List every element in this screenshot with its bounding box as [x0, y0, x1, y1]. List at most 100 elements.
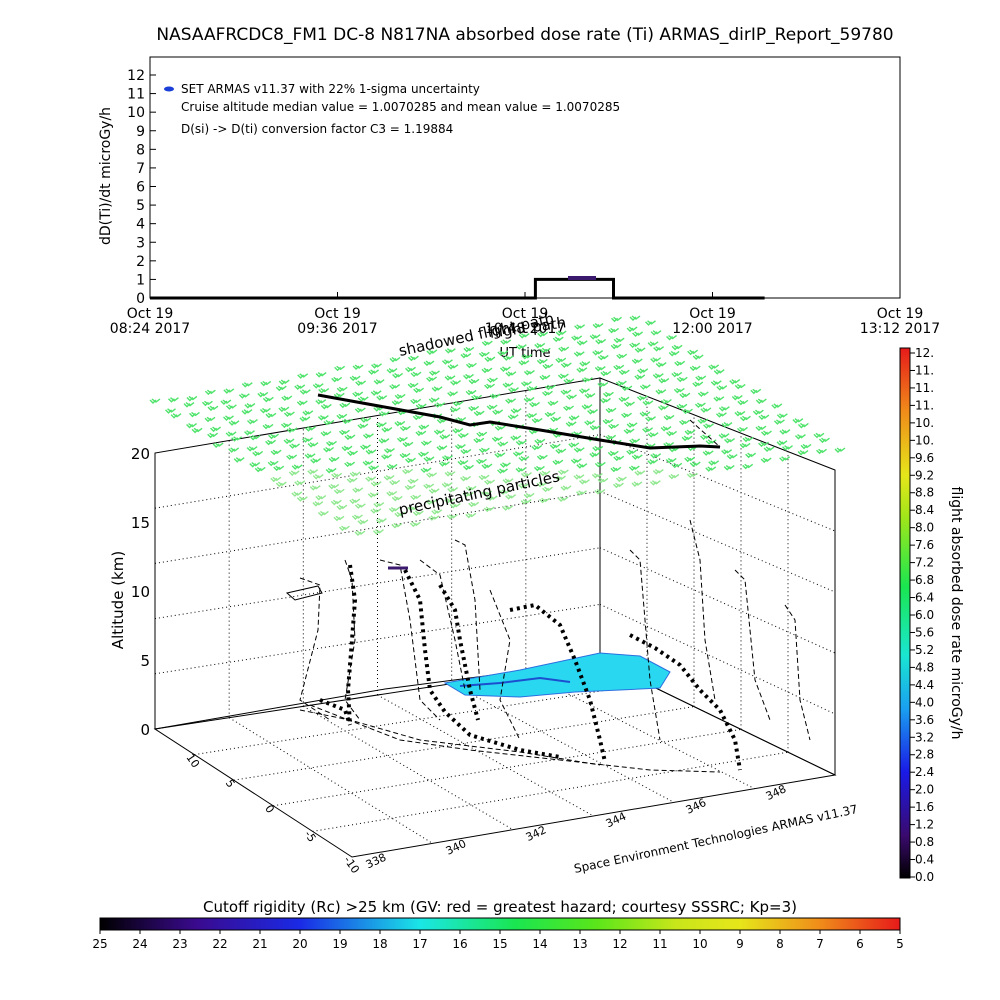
particle-marker: [302, 410, 314, 416]
particle-marker: [339, 402, 351, 409]
top-y-tick-label: 12: [127, 68, 145, 84]
particle-marker: [368, 465, 380, 471]
particle-marker: [373, 502, 385, 508]
particle-marker: [623, 428, 635, 435]
particle-marker: [592, 322, 604, 329]
particle-marker: [418, 424, 430, 431]
particle-marker: [773, 419, 785, 425]
particle-marker: [563, 378, 575, 384]
particle-marker: [621, 412, 632, 419]
particle-marker: [657, 405, 669, 411]
particle-marker: [246, 446, 258, 452]
particle-marker: [294, 480, 306, 486]
particle-marker: [560, 362, 572, 368]
particle-marker: [447, 487, 459, 493]
particle-marker: [684, 429, 696, 436]
top-y-tick-label: 0: [136, 291, 145, 307]
particle-marker: [444, 498, 456, 504]
particle-marker: [241, 382, 253, 388]
annotation-line-1: SET ARMAS v11.37 with 22% 1-sigma uncert…: [181, 82, 480, 96]
particle-marker: [734, 383, 746, 390]
particle-marker: [394, 420, 406, 427]
particle-marker: [191, 427, 203, 434]
latitude-tick-label: -10: [341, 854, 362, 876]
particle-marker: [529, 401, 541, 408]
rigidity-tick-label: 14: [532, 937, 547, 951]
particle-marker: [270, 449, 282, 456]
particle-marker: [349, 498, 361, 505]
particle-marker: [389, 356, 401, 363]
particle-marker: [560, 485, 572, 491]
particle-marker: [703, 423, 714, 429]
particle-marker: [223, 415, 234, 421]
particle-marker: [446, 514, 458, 520]
colorbar-tick-label: 1.6: [915, 800, 934, 814]
particle-marker: [557, 373, 569, 380]
particle-marker: [608, 423, 620, 430]
particle-marker: [573, 474, 585, 480]
particle-marker: [328, 456, 340, 463]
colorbar-tick-label: 8.8: [915, 486, 934, 500]
particle-marker: [330, 499, 342, 506]
colorbar-tick-label: 9.6: [915, 451, 934, 465]
particle-marker: [386, 463, 398, 470]
particle-marker: [539, 470, 551, 477]
particle-marker: [457, 459, 469, 466]
top-y-tick-label: 3: [136, 235, 145, 251]
particle-marker: [602, 391, 614, 398]
particle-marker: [726, 453, 738, 460]
particle-marker: [370, 481, 382, 487]
particle-marker: [468, 501, 480, 508]
chart-title: NASAAFRCDC8_FM1 DC-8 N817NA absorbed dos…: [156, 25, 893, 45]
particle-marker: [201, 400, 213, 407]
particle-marker: [389, 479, 401, 486]
particle-marker: [280, 422, 292, 429]
particle-marker: [687, 349, 699, 356]
particle-marker: [568, 415, 580, 421]
particle-marker: [531, 444, 543, 451]
particle-marker: [679, 392, 691, 399]
particle-marker: [792, 418, 804, 424]
particle-marker: [354, 407, 366, 414]
grid-line: [377, 694, 594, 817]
rigidity-tick-label: 17: [412, 937, 427, 951]
particle-marker: [650, 453, 662, 459]
particle-marker: [304, 426, 316, 432]
longitude-tick-label: 338: [364, 851, 389, 872]
particle-marker: [428, 515, 440, 521]
particle-marker: [238, 393, 250, 399]
particle-marker: [594, 461, 606, 468]
particle-marker: [573, 351, 585, 357]
particle-marker: [307, 442, 319, 448]
particle-marker: [294, 384, 306, 390]
particle-marker: [607, 450, 619, 457]
particle-marker: [834, 447, 846, 453]
top-x-tick-date: Oct 19: [127, 306, 173, 322]
grid-line: [194, 683, 648, 756]
particle-marker: [692, 354, 704, 361]
particle-marker: [278, 379, 290, 386]
particle-marker: [554, 475, 566, 482]
particle-marker: [631, 358, 643, 365]
particle-marker: [376, 395, 388, 401]
particle-marker: [457, 432, 469, 439]
particle-marker: [283, 438, 295, 445]
particle-marker: [413, 387, 425, 394]
particle-marker: [542, 486, 553, 493]
particle-marker: [534, 342, 546, 349]
top-y-tick-label: 2: [136, 254, 145, 270]
particle-marker: [386, 490, 398, 497]
particle-marker: [349, 375, 361, 382]
grid-line: [599, 547, 836, 654]
particle-marker: [207, 405, 219, 412]
particle-marker: [499, 489, 511, 495]
colorbar-tick-label: 10.: [915, 433, 934, 447]
particle-marker: [629, 315, 641, 321]
particle-marker: [700, 434, 712, 440]
rigidity-tick-label: 12: [612, 937, 627, 951]
particle-marker: [505, 494, 517, 500]
particle-marker: [700, 407, 712, 413]
particle-marker: [695, 375, 707, 381]
particle-marker: [210, 426, 221, 433]
